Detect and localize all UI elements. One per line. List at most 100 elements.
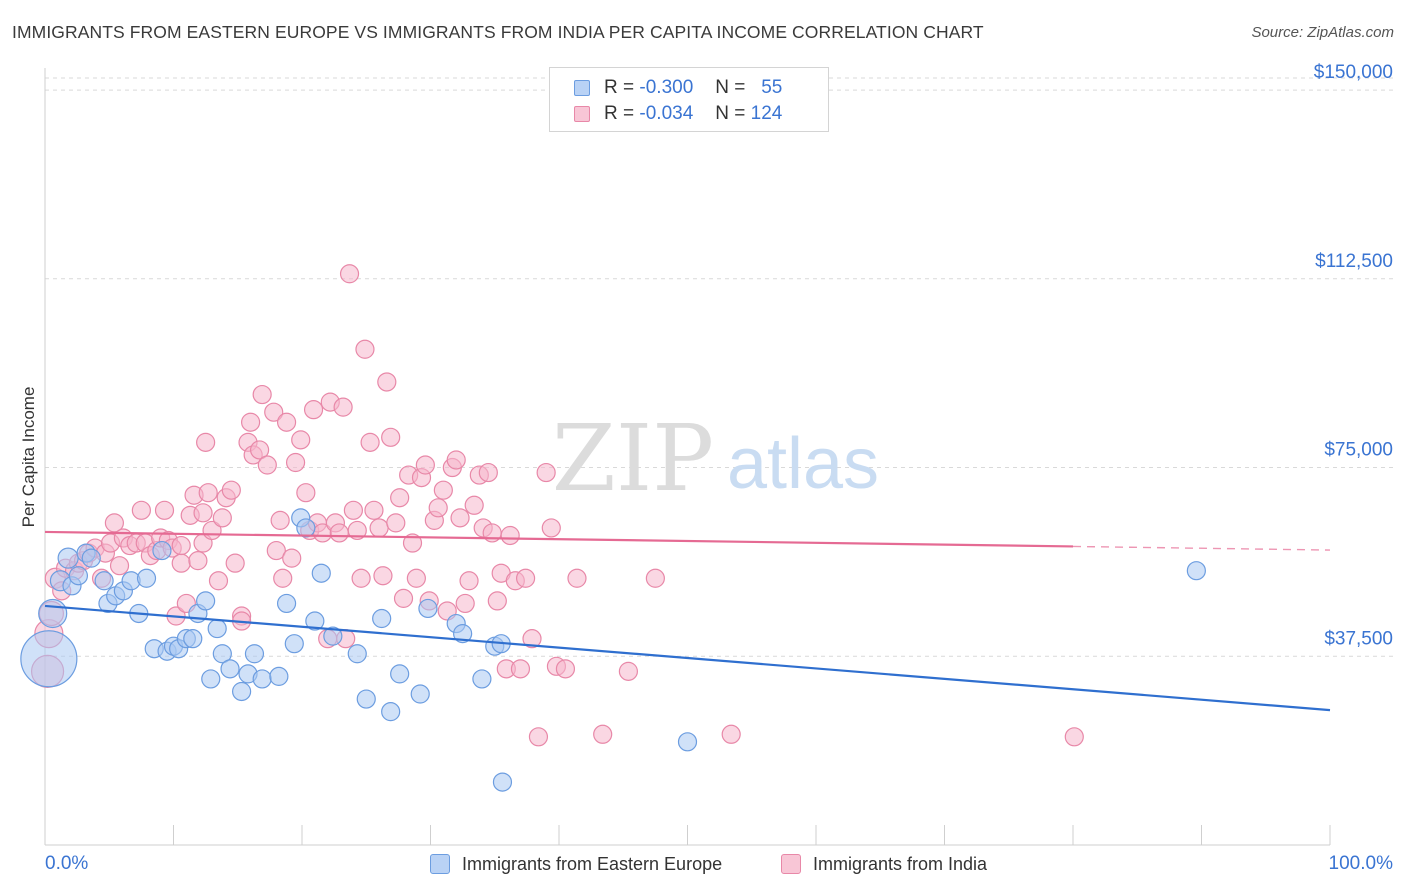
eastern-europe-point — [284, 634, 304, 654]
eastern-europe-point — [276, 593, 297, 614]
y-axis-label: Per Capita Income — [19, 387, 38, 528]
india-point — [241, 412, 261, 432]
india-point — [257, 455, 277, 475]
y-tick-label: $112,500 — [1315, 251, 1393, 272]
india-point — [171, 535, 191, 556]
eastern-europe-point — [20, 630, 78, 688]
india-point — [270, 510, 290, 530]
eastern-europe-point — [269, 666, 289, 686]
eastern-europe-point — [152, 540, 172, 561]
eastern-europe-point — [232, 681, 252, 702]
eastern-europe-point — [492, 772, 513, 792]
india-point — [446, 450, 466, 470]
correlation-legend: R = -0.300 N = 55 R = -0.034 N = 124 — [549, 67, 829, 132]
eastern-europe-point — [207, 618, 227, 639]
india-point — [373, 566, 393, 586]
eastern-europe-point — [305, 611, 325, 631]
india-point — [450, 508, 470, 528]
india-point — [171, 553, 191, 573]
bottom-legend-swatch-blue — [430, 854, 450, 874]
eastern-europe-point — [418, 598, 438, 619]
india-point — [455, 593, 475, 614]
india-point — [464, 495, 484, 515]
eastern-europe-point — [677, 732, 698, 752]
india-point — [555, 659, 576, 679]
india-point — [510, 659, 531, 679]
india-point — [402, 533, 423, 553]
trend-line-extension-pink — [1072, 545, 1331, 551]
eastern-europe-point — [381, 702, 401, 722]
legend-swatch-blue — [574, 80, 590, 96]
bottom-legend-eastern-europe: Immigrants from Eastern Europe — [430, 852, 722, 876]
bottom-legend-label: Immigrants from Eastern Europe — [462, 853, 723, 874]
eastern-europe-point — [347, 644, 367, 664]
watermark-atlas: atlas — [727, 424, 879, 504]
india-point — [266, 540, 286, 561]
india-point — [355, 339, 375, 359]
india-point — [347, 520, 367, 541]
eastern-europe-point — [372, 608, 392, 629]
eastern-europe-point — [212, 644, 232, 664]
india-point — [364, 500, 384, 520]
trend-lines — [44, 530, 1331, 712]
india-point — [196, 432, 216, 452]
tick-labels: $37,500 $75,000 $112,500 $150,000 0.0% 100.0% — [45, 62, 1393, 874]
india-point — [522, 629, 542, 649]
eastern-europe-point — [453, 624, 473, 644]
india-point — [208, 571, 229, 591]
india-point — [381, 427, 401, 447]
india-point — [645, 568, 665, 588]
y-tick-label: $37,500 — [1324, 628, 1393, 649]
r-label: R = — [604, 77, 635, 98]
eastern-europe-point — [1186, 561, 1206, 581]
india-point — [528, 727, 549, 747]
eastern-europe-point — [201, 669, 221, 689]
eastern-europe-point — [252, 669, 272, 689]
india-point — [339, 264, 360, 284]
eastern-europe-point — [220, 659, 240, 679]
india-point — [393, 588, 414, 608]
eastern-europe-point — [323, 626, 343, 646]
india-point — [500, 525, 520, 546]
r-label: R = — [604, 103, 635, 124]
india-point — [415, 455, 435, 475]
india-point — [515, 568, 536, 588]
eastern-europe-point — [38, 598, 68, 629]
eastern-europe-point — [410, 684, 430, 704]
india-point — [1064, 727, 1084, 747]
y-tick-label: $75,000 — [1324, 440, 1393, 461]
india-point — [593, 724, 613, 744]
india-point — [386, 513, 406, 533]
trend-line-blue — [44, 604, 1331, 712]
india-point — [188, 551, 208, 571]
india-point — [360, 432, 380, 452]
india-point — [249, 440, 270, 460]
eastern-europe-point — [311, 563, 331, 583]
india-point — [329, 523, 349, 543]
india-point — [618, 661, 638, 681]
trend-line-pink — [44, 530, 1074, 548]
india-point — [273, 568, 293, 588]
india-point — [541, 518, 561, 538]
india-point — [567, 568, 587, 588]
bottom-legend-india: Immigrants from India — [781, 852, 987, 876]
source-label: Source: ZipAtlas.com — [1251, 24, 1394, 41]
india-point — [198, 483, 218, 503]
india-point — [109, 556, 130, 576]
india-point — [377, 372, 397, 392]
india-point — [296, 483, 316, 503]
eastern-europe-point — [136, 568, 157, 588]
eastern-europe-point — [81, 548, 101, 568]
eastern-europe-point — [356, 689, 376, 709]
india-point — [536, 462, 556, 483]
eastern-europe-point — [94, 571, 114, 591]
eastern-europe-point — [196, 591, 216, 611]
n-label: N = — [715, 103, 746, 124]
eastern-europe-point — [296, 518, 316, 538]
n-value: 55 — [761, 77, 783, 98]
india-point — [212, 508, 232, 528]
india-point — [459, 571, 479, 591]
india-point — [721, 724, 741, 744]
r-value: -0.034 — [639, 103, 694, 124]
